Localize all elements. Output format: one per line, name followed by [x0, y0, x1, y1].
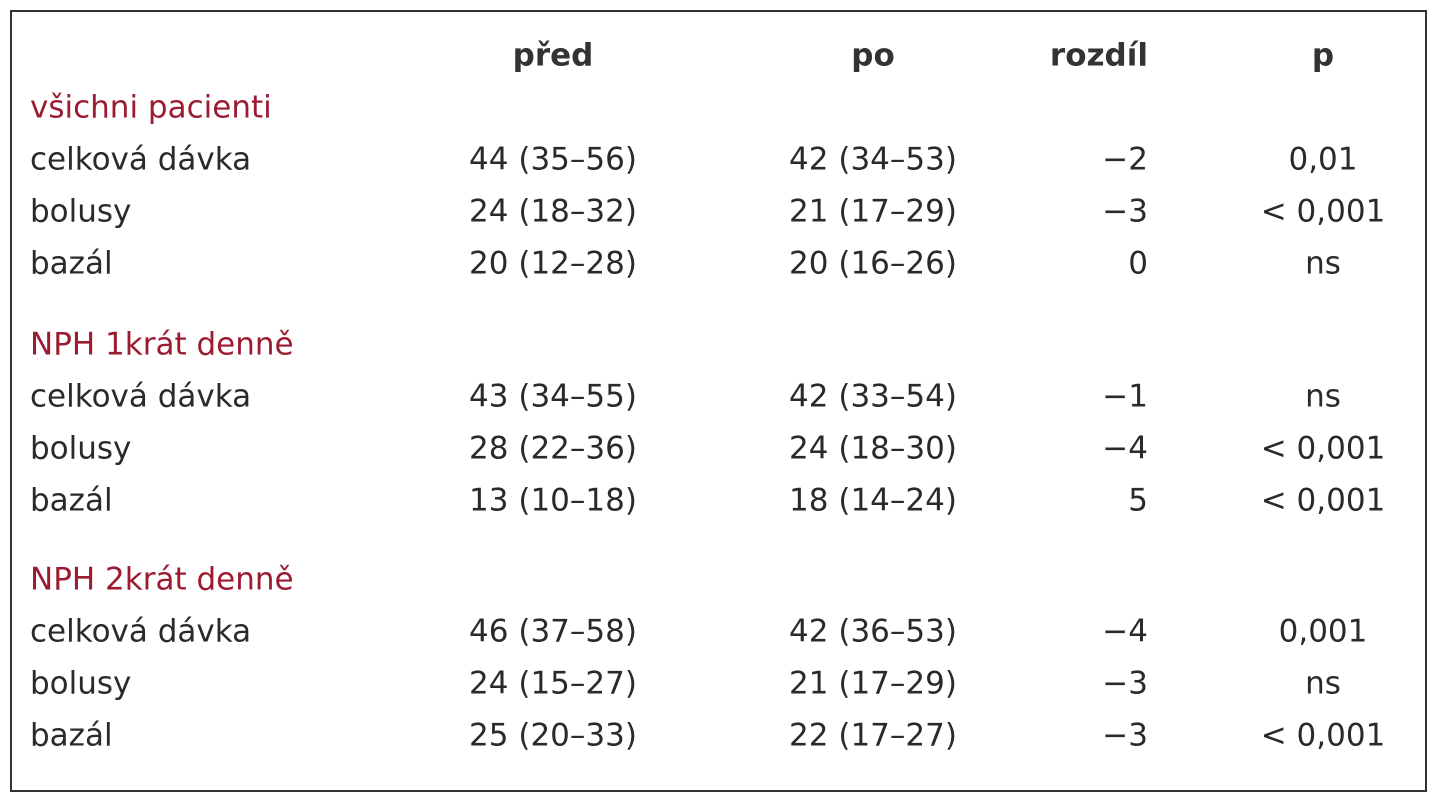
- row-label: bazál: [30, 482, 113, 519]
- cell-value: ns: [1305, 665, 1341, 702]
- row-label: bolusy: [30, 430, 132, 467]
- cell-value: 0,01: [1288, 141, 1358, 178]
- cell-value: −4: [1102, 613, 1148, 650]
- cell-value: −3: [1102, 193, 1148, 230]
- cell-value: 43 (34–55): [469, 378, 637, 415]
- column-header: rozdíl: [1049, 37, 1148, 74]
- cell-value: 46 (37–58): [469, 613, 637, 650]
- row-label: bolusy: [30, 665, 132, 702]
- cell-value: < 0,001: [1260, 430, 1386, 467]
- row-label: bolusy: [30, 193, 132, 230]
- cell-value: 44 (35–56): [469, 141, 637, 178]
- row-label: bazál: [30, 245, 113, 282]
- cell-value: 5: [1128, 482, 1148, 519]
- cell-value: 25 (20–33): [469, 717, 637, 754]
- cell-value: 42 (33–54): [789, 378, 957, 415]
- cell-value: 22 (17–27): [789, 717, 957, 754]
- table-frame: [10, 10, 1427, 792]
- cell-value: 24 (18–30): [789, 430, 957, 467]
- group-title: všichni pacienti: [30, 89, 272, 126]
- cell-value: 42 (34–53): [789, 141, 957, 178]
- cell-value: −2: [1102, 141, 1148, 178]
- cell-value: 24 (18–32): [469, 193, 637, 230]
- row-label: celková dávka: [30, 378, 252, 415]
- cell-value: 21 (17–29): [789, 665, 957, 702]
- cell-value: 21 (17–29): [789, 193, 957, 230]
- cell-value: 18 (14–24): [789, 482, 957, 519]
- cell-value: −3: [1102, 665, 1148, 702]
- cell-value: 24 (15–27): [469, 665, 637, 702]
- cell-value: ns: [1305, 378, 1341, 415]
- row-label: bazál: [30, 717, 113, 754]
- cell-value: 42 (36–53): [789, 613, 957, 650]
- cell-value: −4: [1102, 430, 1148, 467]
- cell-value: 13 (10–18): [469, 482, 637, 519]
- row-label: celková dávka: [30, 141, 252, 178]
- cell-value: < 0,001: [1260, 193, 1386, 230]
- cell-value: < 0,001: [1260, 482, 1386, 519]
- cell-value: −1: [1102, 378, 1148, 415]
- group-title: NPH 1krát denně: [30, 326, 294, 363]
- cell-value: < 0,001: [1260, 717, 1386, 754]
- cell-value: 20 (16–26): [789, 245, 957, 282]
- cell-value: −3: [1102, 717, 1148, 754]
- column-header: před: [512, 37, 594, 74]
- cell-value: ns: [1305, 245, 1341, 282]
- row-label: celková dávka: [30, 613, 252, 650]
- cell-value: 20 (12–28): [469, 245, 637, 282]
- column-header: po: [851, 37, 895, 74]
- group-title: NPH 2krát denně: [30, 561, 294, 598]
- cell-value: 28 (22–36): [469, 430, 637, 467]
- cell-value: 0: [1128, 245, 1148, 282]
- cell-value: 0,001: [1278, 613, 1368, 650]
- column-header: p: [1311, 37, 1335, 74]
